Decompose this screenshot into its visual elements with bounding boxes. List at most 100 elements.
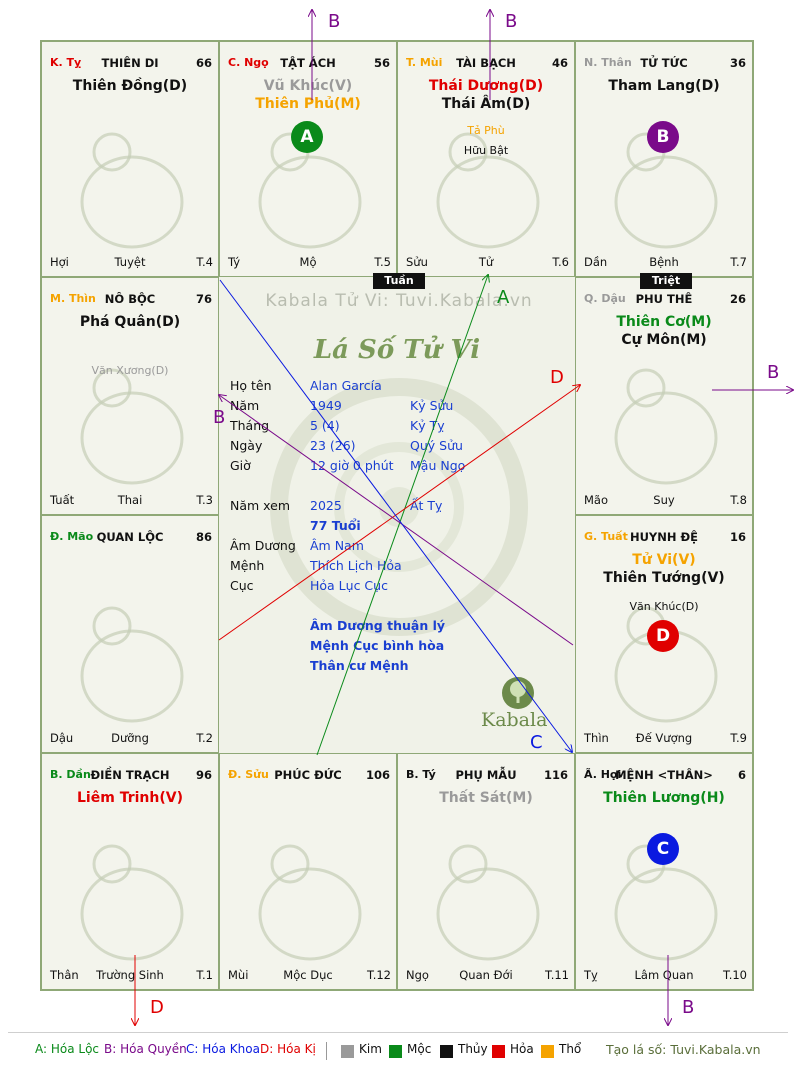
major-star: Thiên Tướng(V): [603, 570, 725, 586]
major-star: Tử Vi(V): [632, 552, 696, 568]
cuc-label: Cục: [230, 578, 254, 593]
logo-title: Lá Số Tử Vi: [313, 335, 481, 365]
transform-circle: C: [647, 833, 679, 865]
transform-circle: D: [647, 620, 679, 652]
palace-tag: T.8: [730, 493, 747, 507]
palace-branch-bottom: Hợi: [50, 255, 69, 269]
palace-name: ĐIỀN TRẠCH: [90, 768, 170, 782]
palace-name: TÀI BẠCH: [456, 56, 516, 70]
palace-branch: Q. Dậu: [584, 292, 626, 305]
palace-stage: Bệnh: [649, 255, 679, 269]
palace-branch-bottom: Thân: [50, 968, 79, 982]
palace-stage: Suy: [653, 493, 675, 507]
zodiac-watermark: [258, 844, 362, 961]
menh-label: Mệnh: [230, 558, 265, 573]
legend-b: B: Hóa Quyền: [104, 1042, 187, 1056]
menh-value: Thích Lịch Hỏa: [310, 558, 402, 573]
bagua-watermark: [270, 378, 528, 636]
major-star: Thiên Phủ(M): [255, 96, 361, 112]
palace-12: Ã. Hợi MỆNH <THÂN> 6 Thiên Lương(H) C Tỵ Lâm Q…: [575, 753, 753, 990]
palace-name: TỬ TỨC: [640, 56, 688, 70]
zodiac-watermark: [436, 132, 540, 249]
arrow-label-right: B: [767, 362, 780, 383]
palace-number: 46: [551, 56, 568, 70]
swatch-tho: [541, 1045, 554, 1058]
am-duong-value: Âm Nam: [310, 538, 364, 553]
palace-branch-bottom: Tỵ: [584, 968, 598, 982]
palace-branch: M. Thìn: [50, 292, 96, 305]
legend-d: D: Hóa Kị: [260, 1042, 316, 1056]
palace-5: M. Thìn NÔ BỘC 76 Phá Quân(D) Văn Xương(D) Tu…: [41, 277, 219, 515]
palace-8: G. Tuất HUYNH ĐỆ 16 Tử Vi(V) Thiên Tướng(V) V…: [575, 515, 753, 753]
arrow-label-center-b: B: [213, 407, 226, 428]
major-star: Thái Âm(D): [441, 96, 531, 112]
swatch-thuy: [440, 1045, 453, 1058]
palace-number: 6: [737, 768, 746, 782]
legend-tho: Thổ: [559, 1042, 582, 1056]
palace-branch-bottom: Dần: [584, 255, 608, 269]
zodiac-watermark: [80, 844, 184, 961]
zodiac-watermark: [614, 368, 718, 485]
info-value: 12 giờ 0 phút: [310, 458, 394, 473]
palace-tag: T.7: [730, 255, 747, 269]
palace-branch-bottom: Tuất: [50, 493, 75, 507]
minor-star: Hữu Bật: [463, 144, 509, 157]
minor-star: Tả Phù: [467, 124, 505, 137]
legend-moc: Mộc: [407, 1042, 432, 1056]
palace-tag: T.1: [196, 968, 213, 982]
zodiac-watermark: [80, 132, 184, 249]
info-label: Họ tên: [230, 378, 272, 393]
palace-name: THIÊN DI: [101, 56, 159, 70]
legend-divider: [8, 1032, 788, 1033]
palace-name: PHÚC ĐỨC: [274, 768, 342, 782]
legend-hoa: Hỏa: [510, 1042, 534, 1056]
major-star: Thiên Đồng(D): [72, 78, 188, 94]
legend-thuy: Thủy: [458, 1042, 488, 1056]
palace-stage: Dưỡng: [111, 731, 149, 745]
palace-number: 26: [729, 292, 746, 306]
tuan-tag: Tuần: [373, 273, 425, 289]
major-star: Thái Dương(D): [428, 78, 544, 94]
tuoi-value: 77 Tuổi: [310, 518, 361, 533]
major-star: Tham Lang(D): [608, 78, 720, 94]
major-star: Liêm Trinh(V): [77, 790, 183, 806]
palace-branch-bottom: Sửu: [406, 255, 428, 269]
note-3: Thân cư Mệnh: [310, 658, 409, 673]
palace-11: B. Tý PHỤ MẪU 116 Thất Sát(M) Ngọ Quan Đới T.1…: [397, 753, 575, 990]
palace-branch: B. Tý: [406, 768, 436, 781]
palace-branch-bottom: Mùi: [228, 968, 249, 982]
palace-branch-bottom: Dậu: [50, 731, 74, 745]
palace-1: K. Tỵ THIÊN DI 66 Thiên Đồng(D) Hợi Tuyệt T.4: [41, 41, 219, 277]
minor-star: Văn Khúc(D): [629, 600, 699, 613]
info-label: Ngày: [230, 438, 263, 453]
arrow-label-bottom-left: D: [150, 997, 164, 1018]
zodiac-watermark: [80, 606, 184, 723]
palace-branch-bottom: Tý: [228, 255, 241, 269]
palace-branch-bottom: Mão: [584, 493, 609, 507]
legend-separator: [326, 1042, 327, 1060]
zodiac-watermark: [436, 844, 540, 961]
transform-circle: A: [291, 121, 323, 153]
arrow-label-center-c: C: [530, 732, 543, 753]
palace-number: 56: [373, 56, 390, 70]
legend-a: A: Hóa Lộc: [35, 1042, 100, 1056]
nam-xem-value: 2025: [310, 498, 342, 513]
palace-branch: K. Tỵ: [50, 56, 82, 69]
palace-branch: Ã. Hợi: [584, 768, 622, 781]
palace-number: 106: [365, 768, 390, 782]
palace-stage: Quan Đới: [459, 968, 513, 982]
palace-tag: T.11: [545, 968, 569, 982]
legend-credit: Tạo lá số: Tuvi.Kabala.vn: [606, 1042, 761, 1057]
nam-xem-can: Ất Tỵ: [410, 498, 443, 513]
palace-stage: Tuyệt: [114, 255, 146, 269]
palace-name: QUAN LỘC: [96, 530, 164, 544]
palace-stage: Đế Vượng: [635, 731, 693, 745]
note-1: Âm Dương thuận lý: [310, 618, 446, 633]
major-star: Phá Quân(D): [79, 314, 181, 330]
palace-branch: C. Ngọ: [228, 56, 269, 69]
transform-circle: B: [647, 121, 679, 153]
major-star: Vũ Khúc(V): [263, 78, 353, 94]
palace-name: HUYNH ĐỆ: [629, 530, 699, 544]
palace-name: MỆNH <THÂN>: [615, 768, 713, 782]
